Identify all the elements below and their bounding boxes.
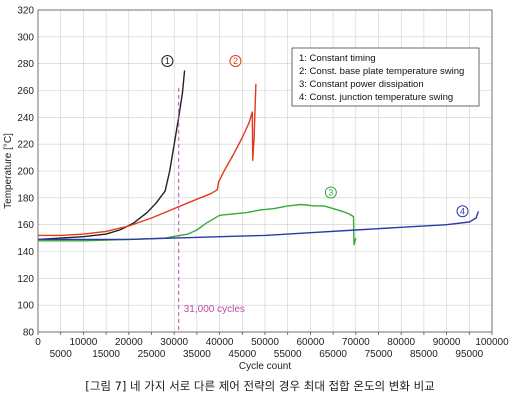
x-tick-label: 60000	[296, 337, 324, 348]
x-tick-label: 90000	[433, 337, 461, 348]
x-tick-label: 50000	[251, 337, 279, 348]
y-tick-label: 260	[17, 86, 34, 97]
x-tick-label: 10000	[69, 337, 97, 348]
x-tick-label: 5000	[50, 349, 73, 360]
cycles-annotation: 31,000 cycles	[178, 87, 245, 332]
x-tick-label: 55000	[274, 349, 302, 360]
y-axis-label: Temperature [°C]	[3, 133, 14, 209]
x-tick-label: 95000	[455, 349, 483, 360]
x-tick-label: 25000	[138, 349, 166, 360]
series-marker-label-4: 4	[460, 206, 465, 216]
y-tick-label: 120	[17, 274, 34, 285]
series-marker-label-1: 1	[165, 56, 170, 66]
x-tick-label: 0	[35, 337, 41, 348]
series-marker-1	[161, 54, 174, 67]
y-tick-label: 200	[17, 167, 34, 178]
y-tick-label: 140	[17, 247, 34, 258]
x-tick-label: 45000	[228, 349, 256, 360]
y-tick-label: 100	[17, 301, 34, 312]
x-axis-ticks: 0 10000 20000 30000 40000 50000 60000 70000 8000…	[35, 332, 509, 360]
y-tick-label: 280	[17, 59, 34, 70]
legend-entry-3: 3: Constant power dissipation	[299, 79, 424, 90]
x-tick-label: 30000	[160, 337, 188, 348]
x-tick-label: 80000	[387, 337, 415, 348]
y-tick-label: 160	[17, 220, 34, 231]
legend-entry-1: 1: Constant timing	[299, 53, 376, 64]
y-tick-label: 300	[17, 32, 34, 43]
legend-entry-2: 2: Const. base plate temperature swing	[299, 66, 464, 77]
series-marker-4	[456, 205, 469, 218]
series-line-2	[38, 83, 257, 237]
series-marker-2	[229, 54, 242, 67]
y-tick-label: 320	[17, 6, 34, 17]
legend-box	[291, 47, 480, 107]
annotation-label: 31,000 cycles	[184, 304, 245, 315]
x-tick-label: 70000	[342, 337, 370, 348]
x-axis-label: Cycle count	[239, 361, 291, 372]
x-tick-label: 15000	[92, 349, 120, 360]
figure-caption: [그림 7] 네 가지 서로 다른 제어 전략의 경우 최대 접합 온도의 변화…	[85, 379, 435, 393]
series-line-4	[38, 211, 480, 241]
x-tick-label: 35000	[183, 349, 211, 360]
x-tick-label: 100000	[475, 337, 509, 348]
x-tick-label: 40000	[206, 337, 234, 348]
x-tick-label: 85000	[410, 349, 438, 360]
y-axis-ticks: 80 100 120 140 160 180 200 220 240 260 280 300 320	[17, 6, 34, 339]
series-line-1	[37, 70, 186, 241]
series-marker-label-3: 3	[328, 188, 333, 198]
x-tick-label: 75000	[365, 349, 393, 360]
series-marker-label-2: 2	[233, 56, 238, 66]
x-tick-label: 65000	[319, 349, 347, 360]
y-tick-label: 180	[17, 193, 34, 204]
legend: 1: Constant timing 2: Const. base plate …	[291, 47, 480, 107]
series-line-3	[38, 203, 357, 246]
y-tick-label: 220	[17, 140, 34, 151]
series-layer: 1 2 3 4	[37, 54, 480, 246]
y-tick-label: 240	[17, 113, 34, 124]
y-tick-label: 80	[23, 328, 35, 339]
legend-entry-4: 4: Const. junction temperature swing	[299, 92, 453, 103]
x-tick-label: 20000	[115, 337, 143, 348]
series-marker-3	[324, 186, 337, 199]
